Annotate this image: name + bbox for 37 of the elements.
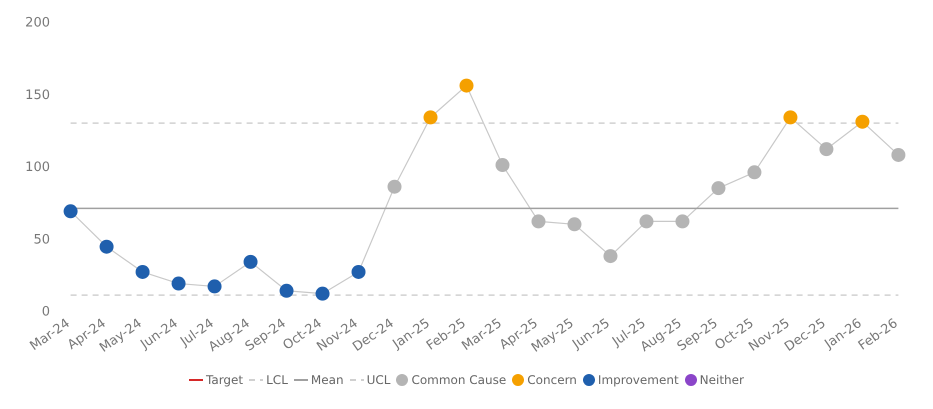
point [495, 158, 510, 172]
point [208, 279, 222, 294]
point [172, 276, 186, 291]
point [531, 214, 546, 228]
y-tick-label: 100 [25, 160, 50, 176]
point [136, 264, 150, 279]
point [675, 214, 690, 228]
y-tick-label: 150 [25, 88, 50, 103]
legend-label: UCL [366, 373, 390, 387]
point [891, 148, 906, 162]
point [244, 254, 258, 269]
legend-label: Concern [527, 373, 577, 387]
point [783, 110, 798, 124]
point [316, 286, 330, 301]
point [460, 78, 474, 93]
y-tick-label: 50 [33, 232, 50, 248]
legend-label: Mean [310, 373, 344, 387]
legend-label: Improvement [598, 373, 679, 387]
point [603, 249, 618, 264]
point [388, 180, 402, 194]
point [711, 181, 726, 196]
legend-label: LCL [266, 373, 288, 387]
y-tick-label: 0 [42, 304, 50, 320]
legend-label: Neither [700, 373, 744, 387]
point [100, 240, 114, 254]
point [280, 284, 294, 298]
point [819, 142, 834, 156]
point [639, 214, 654, 228]
point [855, 114, 870, 129]
y-tick-label: 200 [25, 16, 50, 31]
legend-label: Common Cause [411, 373, 506, 387]
point [352, 264, 366, 279]
legend-label: Target [206, 373, 244, 387]
point [747, 165, 762, 180]
point [567, 217, 582, 232]
point [64, 204, 78, 218]
point [424, 110, 438, 124]
